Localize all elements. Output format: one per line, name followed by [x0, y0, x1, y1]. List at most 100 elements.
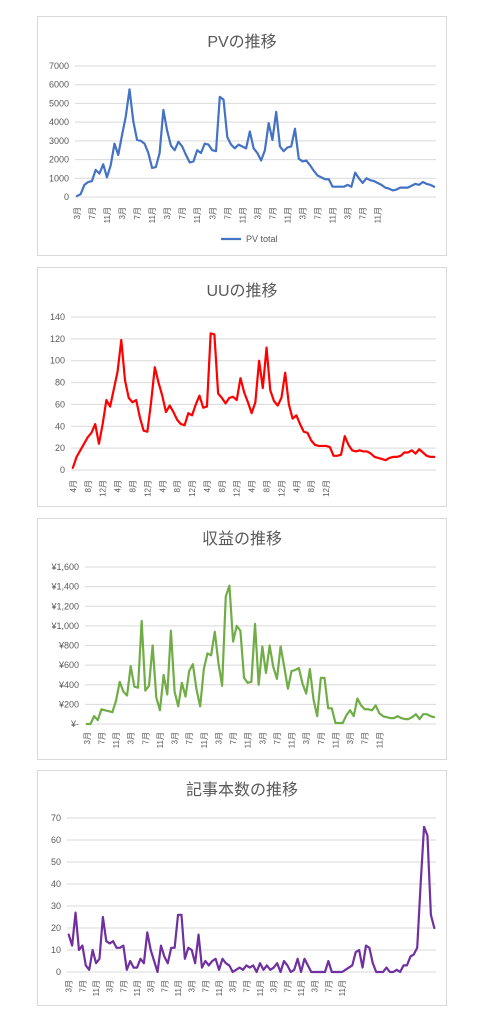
x-tick-label: 3月: [65, 980, 74, 992]
x-tick-label: 3月: [208, 207, 217, 219]
x-tick-label: 11月: [103, 207, 112, 223]
legend-label: PV total: [246, 234, 278, 244]
x-tick-label: 12月: [277, 480, 286, 497]
x-tick-label: 12月: [99, 480, 108, 497]
x-tick-label: 7月: [185, 732, 194, 744]
x-tick-label: 7月: [324, 980, 333, 992]
x-tick-label: 8月: [307, 480, 316, 492]
x-tick-label: 3月: [118, 207, 127, 219]
x-tick-label: 11月: [374, 207, 383, 223]
x-tick-label: 11月: [92, 980, 101, 996]
x-tick-label: 3月: [83, 732, 92, 744]
x-tick-label: 4月: [292, 480, 301, 492]
x-tick-label: 7月: [359, 207, 368, 219]
series-line: [71, 332, 436, 469]
y-tick-label: 1000: [49, 173, 69, 183]
y-tick-label: 60: [51, 835, 61, 845]
x-tick-label: 11月: [193, 207, 202, 223]
x-tick-label: 11月: [329, 207, 338, 223]
x-tick-label: 7月: [78, 980, 87, 992]
y-tick-label: 100: [50, 356, 65, 366]
x-tick-label: 3月: [106, 980, 115, 992]
y-tick-label: ¥1,000: [50, 621, 79, 631]
x-tick-label: 11月: [174, 980, 183, 996]
x-tick-label: 3月: [299, 207, 308, 219]
articles-chart: 記事本数の推移 0 10 20 30 40 50 60 70 3月 7月 11月 3月 7月 11月 3月 7月…: [51, 781, 436, 996]
x-tick-label: 11月: [112, 732, 121, 748]
x-tick-label: 7月: [119, 980, 128, 992]
x-tick-label: 3月: [214, 732, 223, 744]
y-tick-label: 20: [55, 443, 65, 453]
y-tick-label: ¥600: [58, 660, 79, 670]
x-tick-label: 3月: [147, 980, 156, 992]
x-tick-label: 3月: [270, 980, 279, 992]
x-tick-label: 8月: [84, 480, 93, 492]
y-tick-label: 7000: [49, 61, 69, 71]
chart-title: UUの推移: [206, 282, 277, 300]
x-tick-label: 7月: [317, 732, 326, 744]
legend: PV total: [221, 234, 278, 244]
x-tick-label: 3月: [346, 732, 355, 744]
y-tick-label: 0: [60, 465, 65, 475]
y-tick-label: 60: [55, 399, 65, 409]
x-tick-label: 7月: [88, 207, 97, 219]
x-tick-label: 7月: [223, 207, 232, 219]
x-tick-label: 4月: [158, 480, 167, 492]
x-tick-label: 7月: [273, 732, 282, 744]
y-tick-label: 70: [51, 813, 61, 823]
x-tick-label: 3月: [258, 732, 267, 744]
chart-title: 記事本数の推移: [186, 781, 298, 799]
x-tick-label: 7月: [283, 980, 292, 992]
x-tick-label: 7月: [97, 732, 106, 744]
x-tick-label: 4月: [114, 480, 123, 492]
chart-title: PVの推移: [207, 33, 276, 51]
uu-chart: UUの推移 0 20 40 60 80 100 120 140 4月 8月 12月 4月 8月 12月 4月 8…: [50, 282, 436, 497]
x-tick-label: 12月: [233, 480, 242, 497]
x-tick-label: 11月: [200, 732, 209, 748]
x-tick-label: 4月: [69, 480, 78, 492]
x-tick-label: 11月: [288, 732, 297, 748]
x-tick-label: 11月: [244, 732, 253, 748]
y-tick-label: ¥200: [58, 699, 79, 709]
x-tick-label: 11月: [238, 207, 247, 223]
x-tick-label: 7月: [268, 207, 277, 219]
y-tick-label: 0: [64, 192, 69, 202]
y-tick-label: 30: [51, 901, 61, 911]
revenue-chart-panel: 収益の推移 ¥- ¥200 ¥400 ¥600 ¥800 ¥1,000 ¥1,200 ¥1,40…: [37, 518, 447, 760]
x-tick-label: 11月: [256, 980, 265, 996]
y-tick-label: 20: [51, 923, 61, 933]
x-tick-label: 7月: [229, 732, 238, 744]
x-tick-label: 11月: [283, 207, 292, 223]
x-tick-label: 3月: [311, 980, 320, 992]
x-tick-label: 12月: [322, 480, 331, 497]
y-tick-label: 5000: [49, 98, 69, 108]
x-tick-label: 3月: [171, 732, 180, 744]
y-tick-label: 50: [51, 857, 61, 867]
x-tick-label: 8月: [218, 480, 227, 492]
y-tick-label: ¥1,600: [50, 562, 79, 572]
x-tick-label: 8月: [173, 480, 182, 492]
x-tick-label: 11月: [297, 980, 306, 996]
y-tick-label: ¥1,200: [50, 601, 79, 611]
x-tick-label: 12月: [143, 480, 152, 497]
x-tick-label: 8月: [128, 480, 137, 492]
x-tick-label: 3月: [253, 207, 262, 219]
y-tick-label: 2000: [49, 155, 69, 165]
y-tick-label: 80: [55, 378, 65, 388]
x-tick-label: 11月: [215, 980, 224, 996]
x-tick-label: 7月: [133, 207, 142, 219]
pv-chart-panel: PVの推移 0 1000 2000 3000 4000 5000 6000 7000 3月 7月 11…: [37, 16, 447, 256]
y-tick-label: 6000: [49, 80, 69, 90]
x-tick-label: 11月: [133, 980, 142, 996]
y-tick-label: ¥1,400: [50, 582, 79, 592]
y-tick-label: 4000: [49, 117, 69, 127]
y-tick-label: 10: [51, 945, 61, 955]
x-tick-label: 3月: [163, 207, 172, 219]
x-tick-label: 7月: [141, 732, 150, 744]
x-tick-label: 7月: [242, 980, 251, 992]
x-tick-label: 7月: [160, 980, 169, 992]
y-tick-label: 140: [50, 312, 65, 322]
revenue-chart: 収益の推移 ¥- ¥200 ¥400 ¥600 ¥800 ¥1,000 ¥1,200 ¥1,40…: [50, 530, 436, 748]
x-tick-label: 3月: [302, 732, 311, 744]
y-tick-label: 40: [51, 879, 61, 889]
